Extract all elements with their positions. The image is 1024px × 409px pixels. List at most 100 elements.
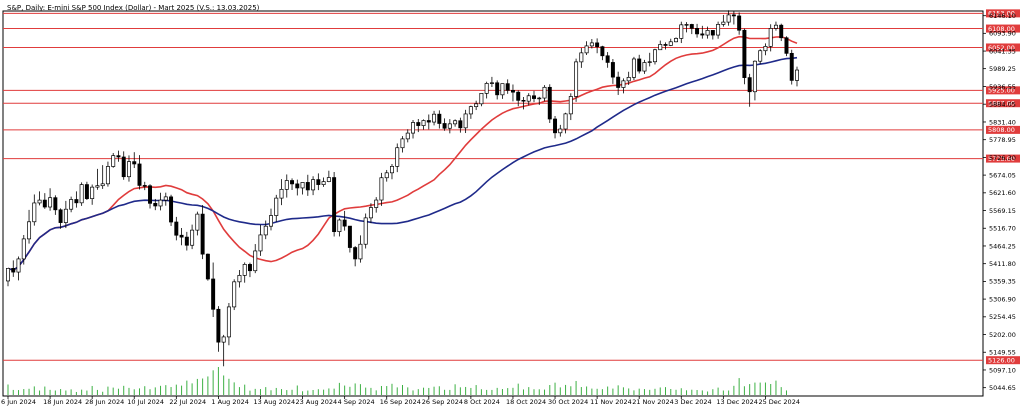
candle	[353, 246, 358, 267]
candle-body	[69, 199, 74, 210]
candle	[169, 194, 174, 227]
candle-body	[589, 42, 594, 47]
candle-body	[305, 182, 310, 191]
candle	[705, 26, 710, 39]
candle-body	[652, 49, 657, 63]
candle-body	[479, 93, 484, 105]
candle-body	[789, 52, 794, 81]
x-tick-label: 8 Oct 2024	[464, 398, 500, 406]
candle-body	[737, 15, 742, 31]
chart-title: S&P, Daily: E-mini S&P 500 Index (Dollar…	[7, 4, 260, 12]
candle	[216, 306, 221, 352]
level-label: 5925.00	[988, 87, 1015, 95]
candle-body	[663, 44, 668, 46]
x-tick-label: 22 Jul 2024	[169, 398, 206, 406]
candle-body	[389, 166, 394, 174]
candle-body	[763, 46, 768, 52]
candle-body	[721, 21, 726, 25]
x-tick-label: 13 Aug 2024	[253, 398, 295, 406]
candle	[547, 84, 552, 123]
candle-body	[32, 202, 37, 223]
candle	[395, 143, 400, 173]
candle	[290, 178, 295, 191]
candle-body	[416, 122, 421, 126]
candle	[600, 45, 605, 61]
candle	[758, 49, 763, 65]
candle	[663, 42, 668, 50]
x-tick-label: 30 Oct 2024	[548, 398, 588, 406]
candle	[453, 119, 458, 127]
candle	[100, 165, 105, 189]
candle-body	[579, 52, 584, 63]
candle	[537, 96, 542, 105]
x-tick-label: 3 Dec 2024	[674, 398, 711, 406]
candle-body	[468, 106, 473, 115]
candle	[489, 76, 494, 87]
level-tag	[986, 43, 1020, 52]
candle-body	[190, 229, 195, 246]
candle-body	[90, 186, 95, 199]
candle-body	[426, 120, 431, 123]
candle-body	[689, 24, 694, 29]
candle-body	[495, 82, 500, 96]
candle	[263, 220, 268, 240]
y-tick-label: 5149.55	[989, 349, 1016, 357]
candle	[789, 49, 794, 85]
candle	[795, 66, 799, 87]
candle-body	[347, 225, 352, 248]
candle-body	[626, 76, 631, 82]
candle-body	[747, 77, 752, 93]
candle	[674, 37, 679, 43]
candle	[274, 194, 279, 222]
candle-body	[742, 29, 747, 78]
candle-body	[411, 122, 416, 134]
candle-body	[105, 166, 110, 185]
candle-body	[563, 113, 568, 130]
candle-body	[358, 243, 363, 260]
y-tick-label: 5464.25	[989, 242, 1016, 250]
candle	[21, 234, 26, 265]
candle	[610, 58, 615, 84]
candle-body	[768, 28, 773, 47]
candle-body	[605, 55, 610, 63]
candle	[332, 172, 337, 237]
x-tick-label: 18 Jun 2024	[43, 398, 82, 406]
candle	[179, 227, 184, 246]
candle	[232, 279, 237, 311]
candle	[521, 96, 526, 110]
candle	[242, 262, 247, 283]
candle	[579, 48, 584, 68]
y-tick-label: 5359.35	[989, 278, 1016, 286]
candle	[121, 151, 126, 180]
candle-body	[279, 188, 284, 199]
candle	[526, 93, 531, 106]
candle-body	[211, 278, 216, 310]
candle	[63, 200, 68, 229]
candle	[747, 73, 752, 107]
candle	[726, 10, 731, 26]
candle	[784, 36, 789, 57]
candle-body	[263, 225, 268, 236]
candle-body	[290, 180, 295, 185]
candle-body	[311, 179, 316, 191]
candle	[432, 110, 437, 126]
level-label: 6153.00	[988, 10, 1015, 18]
y-tick-label: 5306.90	[989, 295, 1016, 303]
x-tick-label: 16 Sep 2024	[380, 398, 421, 406]
candle-body	[37, 199, 42, 204]
time-axis-ticks: 6 Jun 2024 18 Jun 2024 28 Jun 2024 10 Jul 2…	[1, 396, 800, 406]
candle	[479, 92, 484, 107]
candle	[447, 119, 452, 134]
candle	[516, 90, 521, 107]
candle-body	[216, 308, 221, 343]
y-tick-label: 5936.55	[989, 83, 1016, 91]
candle-body	[221, 336, 226, 343]
candle	[279, 179, 284, 206]
candle-body	[148, 185, 153, 204]
y-tick-label: 5831.40	[989, 118, 1016, 126]
candle-body	[716, 24, 721, 36]
candle-body	[710, 30, 715, 36]
y-tick-label: 5726.30	[989, 154, 1016, 162]
candle-body	[53, 197, 58, 211]
